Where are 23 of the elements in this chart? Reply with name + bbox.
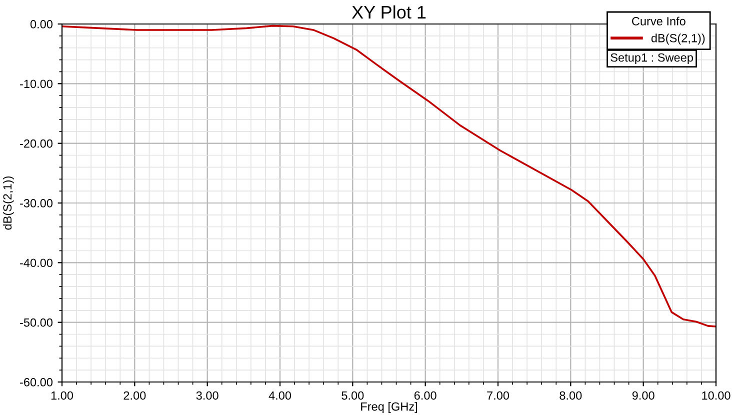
y-tick-label: -20.00 <box>20 139 53 148</box>
y-tick-label: 0.00 <box>30 20 53 28</box>
x-tick-label: 5.00 <box>342 391 364 400</box>
chart-title: XY Plot 1 <box>352 5 426 19</box>
y-tick-label: -50.00 <box>20 318 53 327</box>
y-tick-label: -60.00 <box>20 378 53 386</box>
annotation: Setup1 : Sweep <box>610 53 693 64</box>
x-tick-label: 2.00 <box>124 391 146 400</box>
y-tick-label: -40.00 <box>20 258 53 268</box>
y-tick-label: -30.00 <box>20 199 53 208</box>
x-tick-label: 9.00 <box>632 391 654 400</box>
x-tick-label: 10.00 <box>702 391 730 400</box>
x-axis-title: Freq [GHz] <box>361 402 418 414</box>
x-tick-label: 1.00 <box>51 391 74 400</box>
y-axis-title: dB(S(2,1)) <box>2 176 14 230</box>
x-tick-label: 8.00 <box>560 391 582 400</box>
x-tick-label: 4.00 <box>268 391 292 400</box>
legend-title: Curve Info <box>632 16 686 26</box>
x-tick-label: 3.00 <box>196 391 218 400</box>
x-tick-label: 6.00 <box>414 391 436 400</box>
y-tick-label: -10.00 <box>20 80 53 88</box>
x-tick-label: 7.00 <box>487 391 510 400</box>
legend-label: dB(S(2,1)) <box>651 34 705 45</box>
